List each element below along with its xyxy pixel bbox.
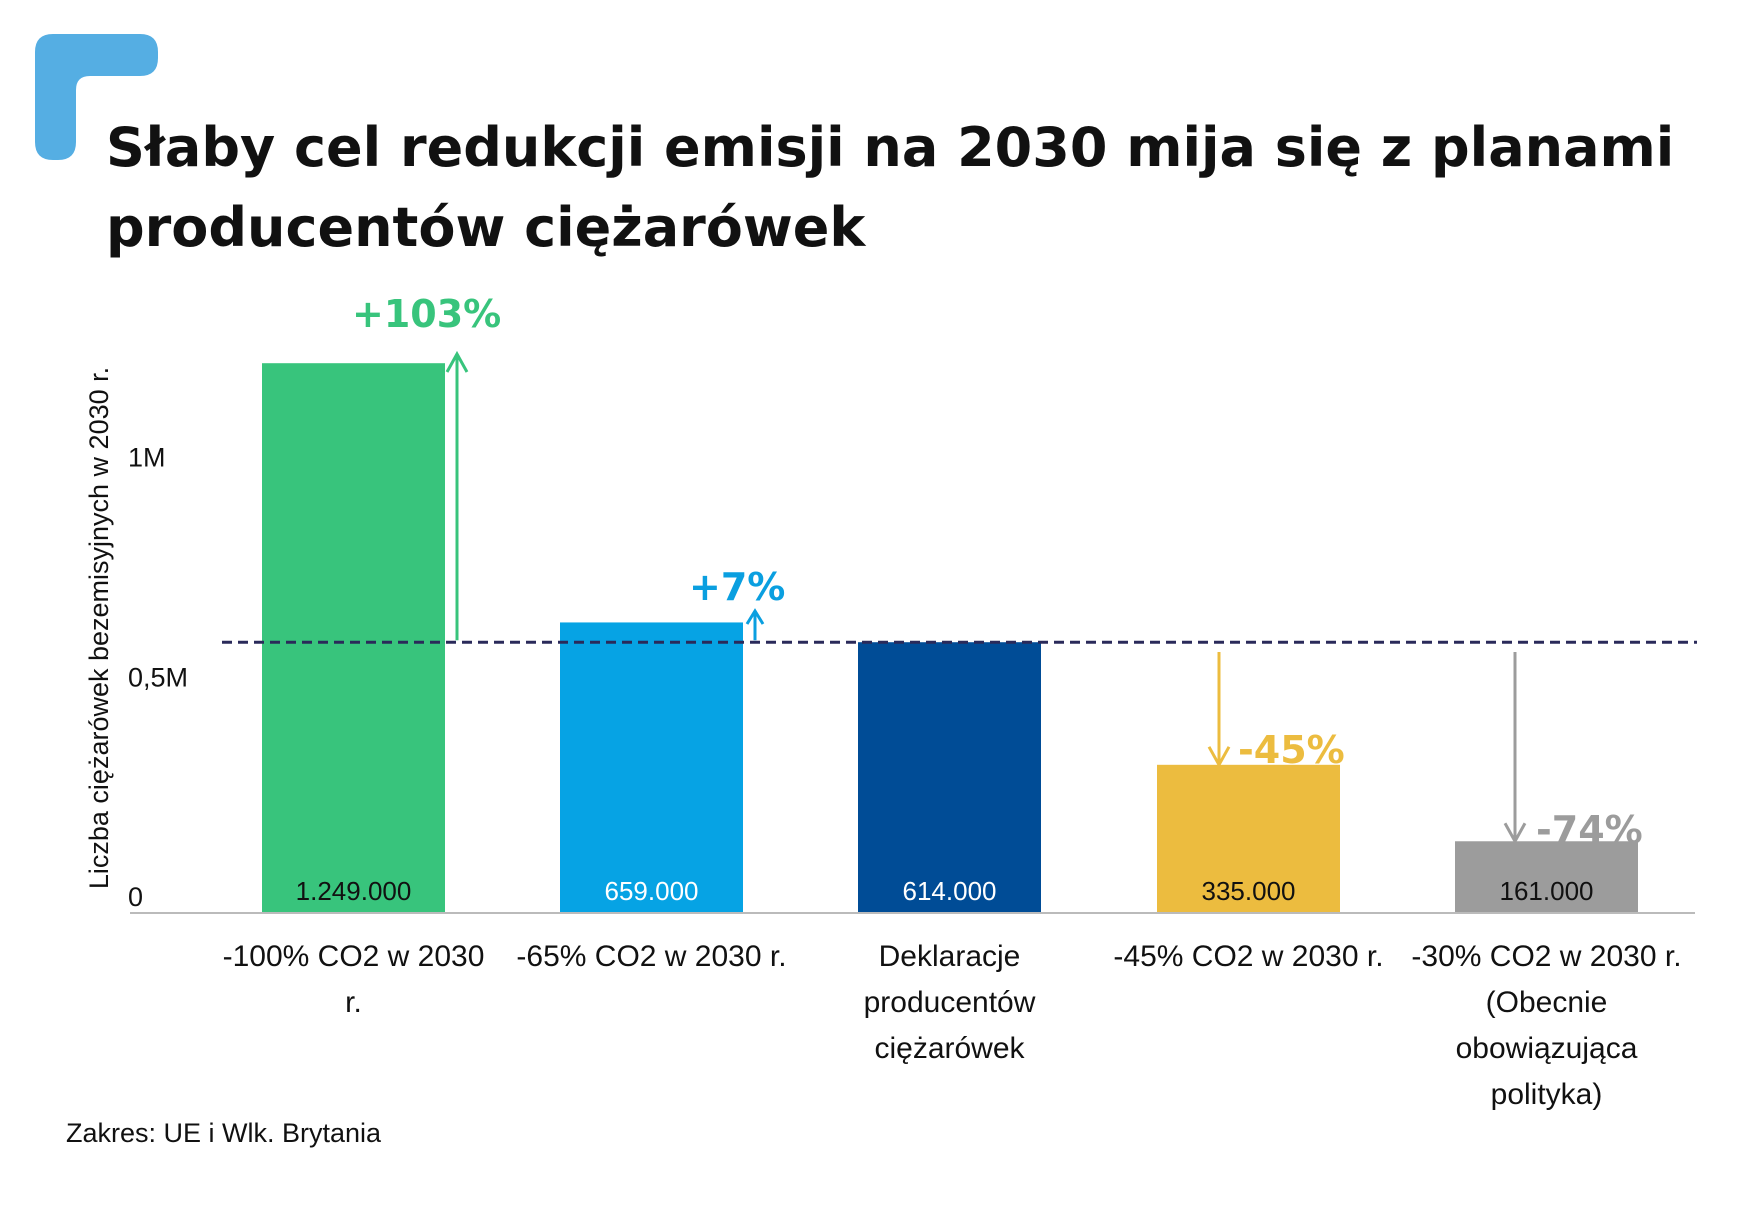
y-tick-label: 1M	[128, 443, 166, 473]
change-arrow-head	[1207, 746, 1231, 768]
x-tick-label: polityka)	[1491, 1078, 1603, 1111]
change-label: -45%	[1238, 728, 1345, 772]
x-tick-label: -100% CO2 w 2030	[223, 940, 485, 973]
bar-value-label: 335.000	[1202, 876, 1296, 906]
title-line-2: producentów ciężarówek	[106, 196, 866, 259]
x-tick-label: -30% CO2 w 2030 r.	[1411, 940, 1681, 973]
title-line-1: Słaby cel redukcji emisji na 2030 mija s…	[106, 116, 1675, 179]
change-arrow-head	[445, 350, 469, 373]
bar	[560, 622, 743, 912]
source-note: Zakres: UE i Wlk. Brytania	[66, 1118, 382, 1148]
bar	[858, 642, 1041, 912]
bar	[262, 363, 445, 912]
chart-title: Słaby cel redukcji emisji na 2030 mija s…	[106, 108, 1706, 268]
bar-value-label: 1.249.000	[296, 876, 412, 906]
accent-bracket-icon	[35, 34, 158, 160]
x-tick-label: (Obecnie	[1486, 986, 1608, 1019]
bar-value-label: 659.000	[605, 876, 699, 906]
bar-value-label: 614.000	[903, 876, 997, 906]
x-tick-label: ciężarówek	[874, 1032, 1025, 1065]
x-tick-label: -45% CO2 w 2030 r.	[1113, 940, 1383, 973]
bar	[1157, 764, 1340, 912]
x-tick-label: r.	[345, 986, 362, 1019]
x-tick-label: -65% CO2 w 2030 r.	[516, 940, 786, 973]
y-axis-label: Liczba ciężarówek bezemisyjnych w 2030 r…	[84, 367, 114, 889]
x-tick-label: producentów	[864, 986, 1036, 1019]
change-label: +7%	[689, 565, 785, 609]
change-arrow-head	[1503, 822, 1527, 845]
bar	[1455, 841, 1638, 912]
y-tick-label: 0	[128, 882, 143, 912]
change-arrow-head	[745, 608, 765, 625]
bar-value-label: 161.000	[1500, 876, 1594, 906]
x-tick-label: obowiązująca	[1456, 1032, 1638, 1065]
change-label: +103%	[352, 292, 501, 336]
y-tick-label: 0,5M	[128, 662, 188, 692]
x-tick-label: Deklaracje	[879, 940, 1021, 973]
change-label: -74%	[1536, 808, 1643, 852]
